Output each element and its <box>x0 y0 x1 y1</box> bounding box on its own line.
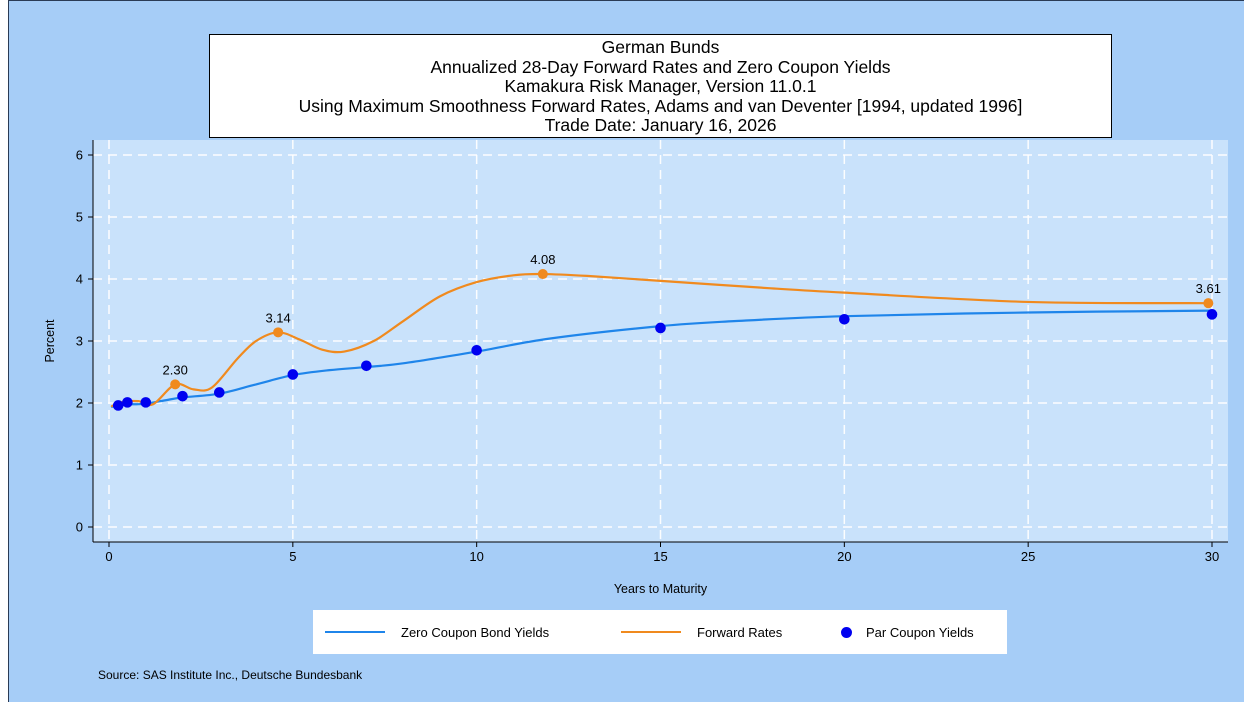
chart-title-line-2: Annualized 28-Day Forward Rates and Zero… <box>430 56 891 77</box>
y-tick-label-4: 4 <box>76 272 83 287</box>
forward-peak-marker-2 <box>537 269 548 280</box>
x-tick-label-20: 20 <box>837 549 851 564</box>
legend: Zero Coupon Bond Yields Forward Rates Pa… <box>313 610 1007 654</box>
legend-label-forward-rates: Forward Rates <box>697 624 783 640</box>
par-coupon-point-6 <box>361 360 372 372</box>
chart-title-line-4: Using Maximum Smoothness Forward Rates, … <box>298 95 1023 116</box>
par-coupon-point-8 <box>655 322 666 334</box>
legend-item-forward-rates: Forward Rates <box>621 610 782 654</box>
x-tick-label-5: 5 <box>289 549 296 564</box>
legend-swatch-par-coupon <box>841 626 852 638</box>
par-coupon-point-9 <box>839 314 850 325</box>
chart-title-line-1: German Bunds <box>601 37 720 57</box>
y-tick-label-0: 0 <box>76 520 83 535</box>
forward-peak-marker-1 <box>273 327 284 338</box>
grid-layer <box>93 140 1228 542</box>
x-tick-label-15: 15 <box>653 549 667 564</box>
x-axis-label: Years to Maturity <box>614 582 708 596</box>
forward-peak-marker-0 <box>170 379 181 390</box>
y-tick-label-3: 3 <box>76 334 83 349</box>
y-tick-label-1: 1 <box>76 458 83 473</box>
chart-title-line-5: Trade Date: January 16, 2026 <box>544 115 777 135</box>
annotation-label-2: 4.08 <box>530 252 555 267</box>
frame-border-left <box>8 0 9 702</box>
y-tick-label-6: 6 <box>76 148 83 163</box>
annotation-label-0: 2.30 <box>163 362 188 377</box>
annotations: 2.30 3.14 4.08 3.61 <box>163 252 1221 390</box>
x-tick-label-25: 25 <box>1021 549 1035 564</box>
par-coupon-point-5 <box>287 369 299 380</box>
y-tick-label-5: 5 <box>76 210 83 225</box>
forward-peak-marker-3 <box>1203 298 1214 309</box>
legend-item-zero-coupon: Zero Coupon Bond Yields <box>325 610 549 654</box>
par-coupon-point-1 <box>122 397 133 408</box>
y-tick-label-2: 2 <box>76 396 83 411</box>
y-axis-label: Percent <box>43 319 57 363</box>
x-tick-label-10: 10 <box>469 549 483 564</box>
source-note: Source: SAS Institute Inc., Deutsche Bun… <box>98 668 363 682</box>
par-coupon-point-0 <box>112 400 124 411</box>
annotation-label-1: 3.14 <box>265 310 290 325</box>
chart-title-line-3: Kamakura Risk Manager, Version 11.0.1 <box>504 76 817 96</box>
legend-swatch-zero-coupon <box>325 630 385 634</box>
par-coupon-point-2 <box>140 397 152 408</box>
chart-title-box: German Bunds Annualized 28-Day Forward R… <box>209 34 1112 138</box>
par-coupon-point-10 <box>1206 309 1218 320</box>
par-coupon-point-3 <box>177 390 188 402</box>
legend-swatch-forward-rates <box>621 630 681 634</box>
axes: 0 1 2 3 4 5 6 0 5 10 15 20 25 30 <box>76 140 1228 564</box>
par-coupon-point-4 <box>214 387 225 398</box>
legend-label-par-coupon: Par Coupon Yields <box>866 624 974 640</box>
par-coupon-point-7 <box>471 345 482 356</box>
frame-border-top <box>8 0 1244 1</box>
legend-label-zero-coupon: Zero Coupon Bond Yields <box>401 624 550 640</box>
x-tick-label-0: 0 <box>105 549 112 564</box>
annotation-label-3: 3.61 <box>1196 281 1221 296</box>
legend-item-par-coupon: Par Coupon Yields <box>841 610 974 654</box>
x-tick-label-30: 30 <box>1205 549 1219 564</box>
